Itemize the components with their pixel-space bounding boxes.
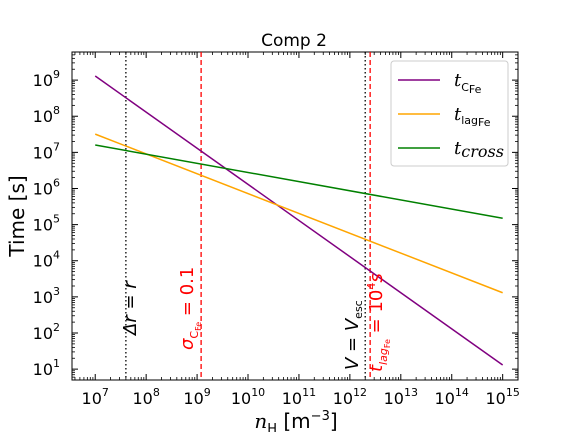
series-line (94, 75, 504, 366)
chart-title: Comp 2 (261, 31, 327, 51)
vline-label-tlag: tlagFe = 104s (365, 273, 392, 372)
legend: tCFe tlagFe tcross (390, 60, 509, 167)
series-lines (94, 75, 504, 366)
vertical-markers (125, 52, 371, 380)
y-axis-title: Time [s] (5, 175, 29, 257)
x-axis-title: nH [m−3] (254, 409, 337, 432)
series-line (94, 133, 503, 294)
vline-label-dr: Δr = r (120, 280, 141, 337)
legend-box (390, 60, 509, 167)
vline-label-group: Δr = r σCFe = 0.1 V = Vesc tlagFe = 104s (120, 267, 392, 372)
vline-label-sigma: σCFe = 0.1 (177, 267, 203, 350)
plot-frame (71, 51, 519, 381)
legend-label-tcross: tcross (454, 138, 504, 161)
series-line (95, 144, 503, 219)
vline-label-vesc: V = Vesc (342, 300, 365, 370)
